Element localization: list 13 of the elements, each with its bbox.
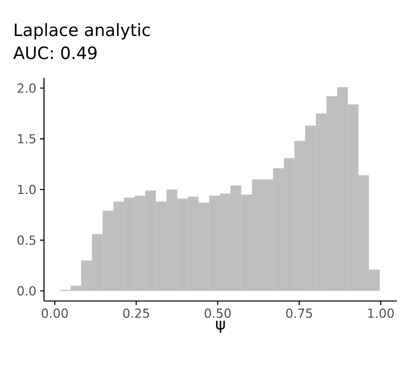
y-tick-label: 0.5 [18, 235, 36, 245]
x-axis-title: ψ [216, 320, 225, 333]
y-tick-label: 1.0 [18, 184, 36, 194]
y-tick-label: 0.0 [18, 286, 36, 296]
x-tick-label: 0.50 [204, 308, 231, 318]
y-tick-label: 2.0 [18, 83, 36, 93]
x-tick-label: 0.00 [42, 308, 68, 318]
chart-subtitle: AUC: 0.49 [13, 46, 97, 60]
chart-title: Laplace analytic [14, 23, 150, 40]
x-tick-label: 1.00 [368, 308, 394, 318]
x-tick-label: 0.25 [123, 308, 150, 318]
x-tick-label: 0.75 [286, 308, 312, 318]
y-tick-label: 1.5 [18, 134, 36, 144]
